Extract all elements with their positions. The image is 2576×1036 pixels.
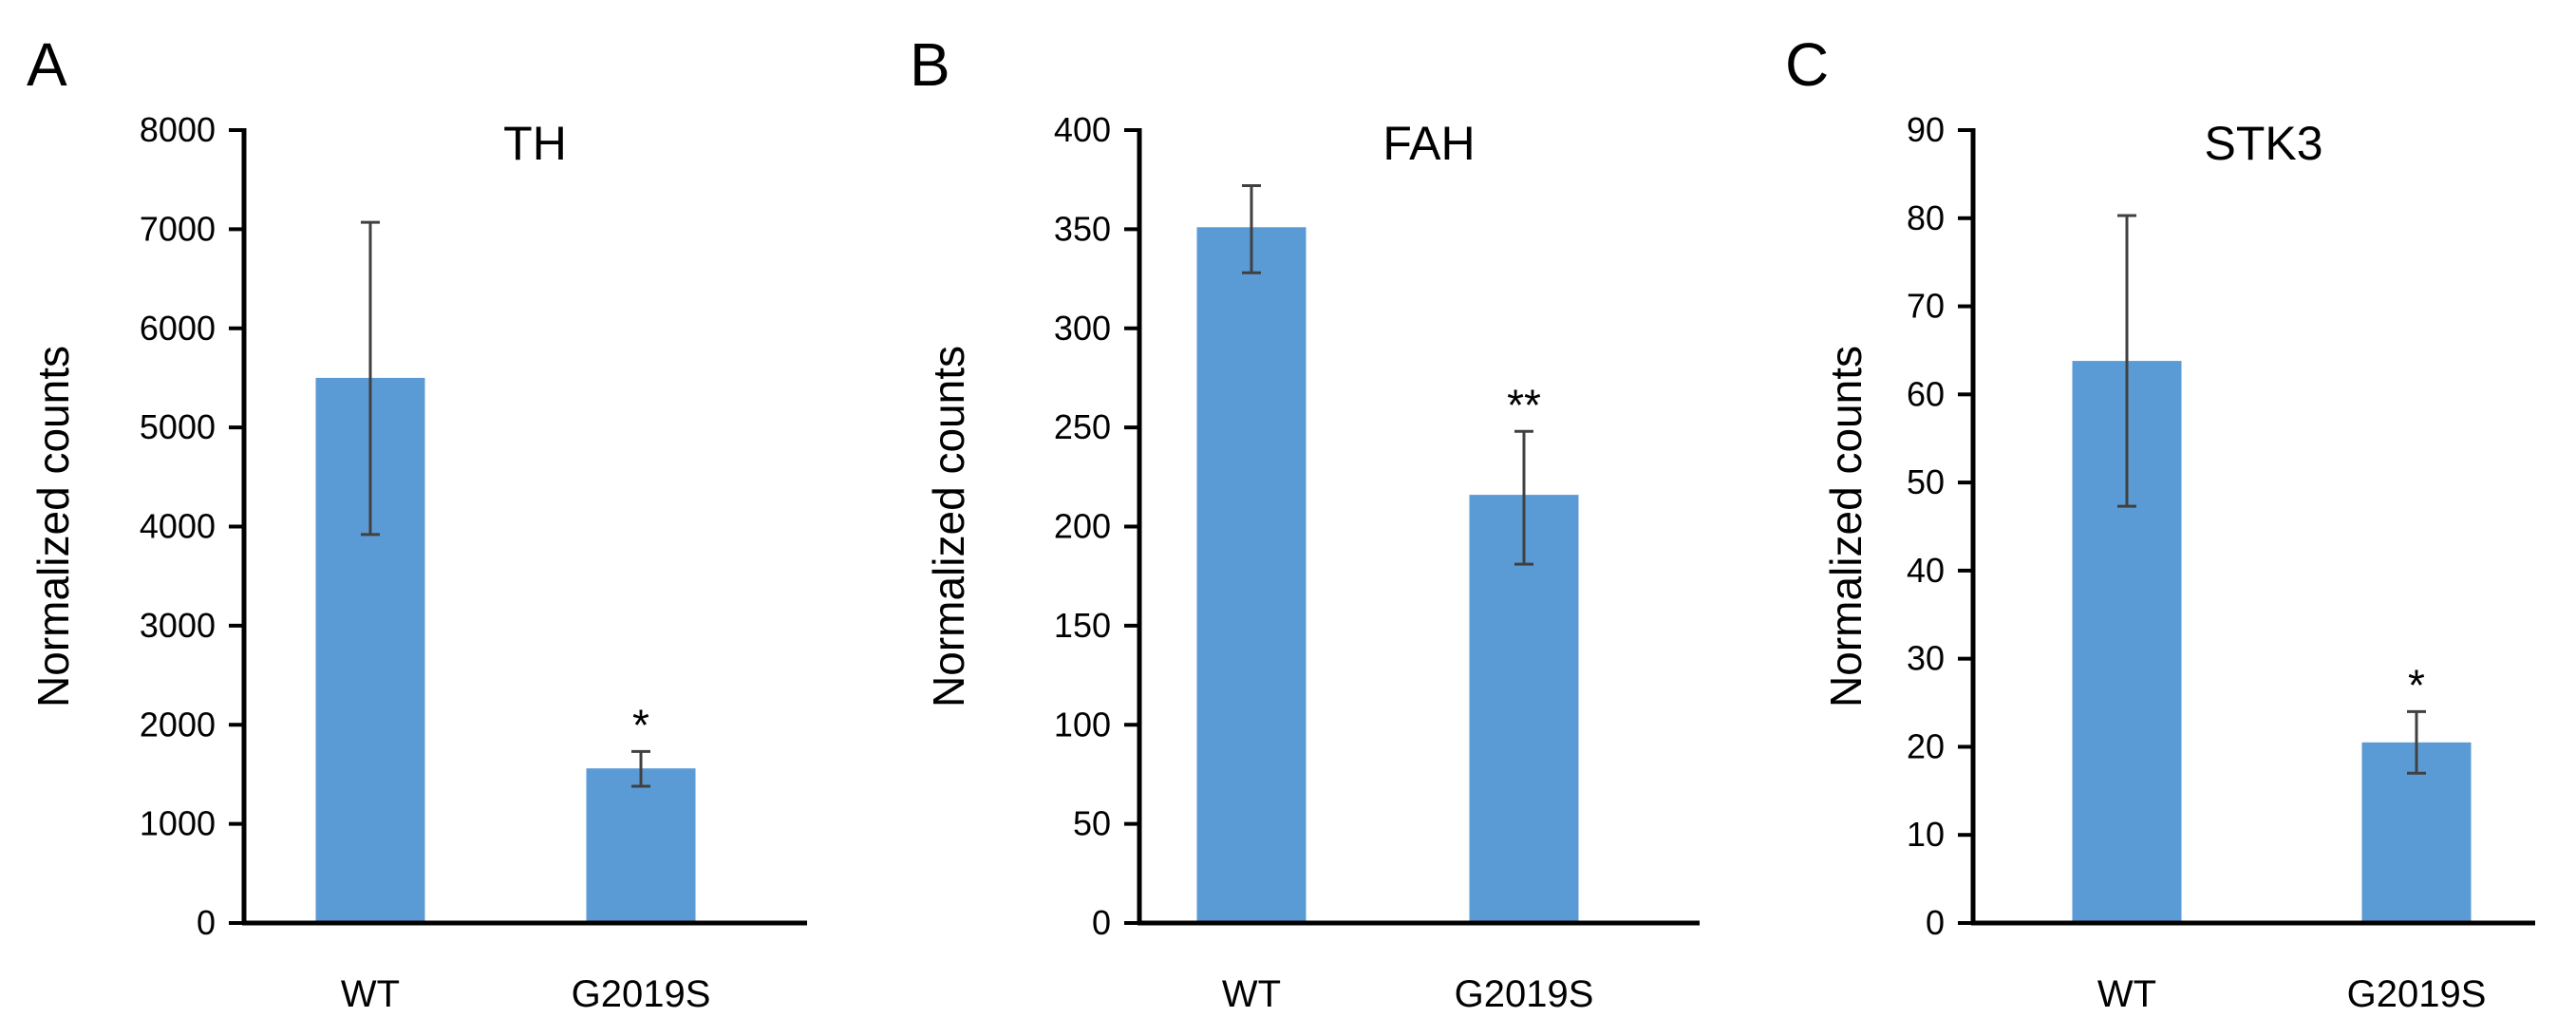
y-axis-title: Normalized counts <box>1821 346 1871 707</box>
x-category-label: WT <box>1222 973 1281 1015</box>
y-tick-label: 6000 <box>140 309 216 348</box>
chart-panel-b: B FAH Normalized counts ** 0 50 100 150 200 250 30… <box>910 30 1700 1015</box>
panel-letter: B <box>910 30 950 99</box>
y-tick-label: 400 <box>1054 110 1111 149</box>
y-tick-label: 40 <box>1907 551 1945 590</box>
y-tick-label: 20 <box>1907 726 1945 765</box>
x-category-label: WT <box>2097 973 2156 1015</box>
panel-letter: C <box>1785 30 1829 99</box>
y-tick-label: 90 <box>1907 110 1945 149</box>
y-tick-label: 50 <box>1073 804 1111 843</box>
y-tick-label: 80 <box>1907 198 1945 237</box>
significance-marker: * <box>632 700 649 749</box>
y-tick-label: 200 <box>1054 507 1111 546</box>
y-tick-label: 150 <box>1054 606 1111 645</box>
y-tick-label: 10 <box>1907 815 1945 854</box>
chart-panel-a: A TH Normalized counts * 0 1000 2000 3000 4000 50… <box>27 30 807 1015</box>
y-tick-label: 250 <box>1054 407 1111 446</box>
y-tick-label: 30 <box>1907 639 1945 678</box>
bar-g2019s <box>586 768 696 923</box>
y-tick-label: 50 <box>1907 462 1945 501</box>
y-tick-label: 350 <box>1054 209 1111 248</box>
y-tick-label: 2000 <box>140 705 216 744</box>
chart-title: FAH <box>1382 117 1475 170</box>
bar-wt <box>1196 227 1307 924</box>
y-tick-label: 7000 <box>140 209 216 248</box>
chart-title: TH <box>503 117 567 170</box>
x-category-label: WT <box>341 973 400 1015</box>
y-tick-label: 8000 <box>140 110 216 149</box>
y-tick-label: 300 <box>1054 309 1111 348</box>
bar-g2019s <box>1469 495 1579 923</box>
y-tick-label: 70 <box>1907 287 1945 326</box>
x-category-label: G2019S <box>572 973 711 1015</box>
chart-title: STK3 <box>2204 117 2322 170</box>
y-tick-label: 0 <box>1092 903 1111 942</box>
significance-marker: * <box>2408 660 2425 709</box>
y-tick-label: 60 <box>1907 374 1945 413</box>
y-tick-label: 5000 <box>140 407 216 446</box>
x-category-label: G2019S <box>1455 973 1594 1015</box>
y-axis-title: Normalized counts <box>924 346 973 707</box>
chart-panel-c: C STK3 Normalized counts * 0 10 20 30 40 50 60 70 80… <box>1785 30 2535 1015</box>
y-tick-label: 4000 <box>140 507 216 546</box>
y-tick-label: 0 <box>1926 903 1945 942</box>
y-tick-label: 100 <box>1054 705 1111 744</box>
y-tick-label: 1000 <box>140 804 216 843</box>
significance-marker: ** <box>1507 380 1541 429</box>
y-tick-label: 3000 <box>140 606 216 645</box>
x-category-label: G2019S <box>2347 973 2487 1015</box>
y-tick-label: 0 <box>197 903 216 942</box>
panel-letter: A <box>27 30 67 99</box>
y-axis-title: Normalized counts <box>28 346 78 707</box>
